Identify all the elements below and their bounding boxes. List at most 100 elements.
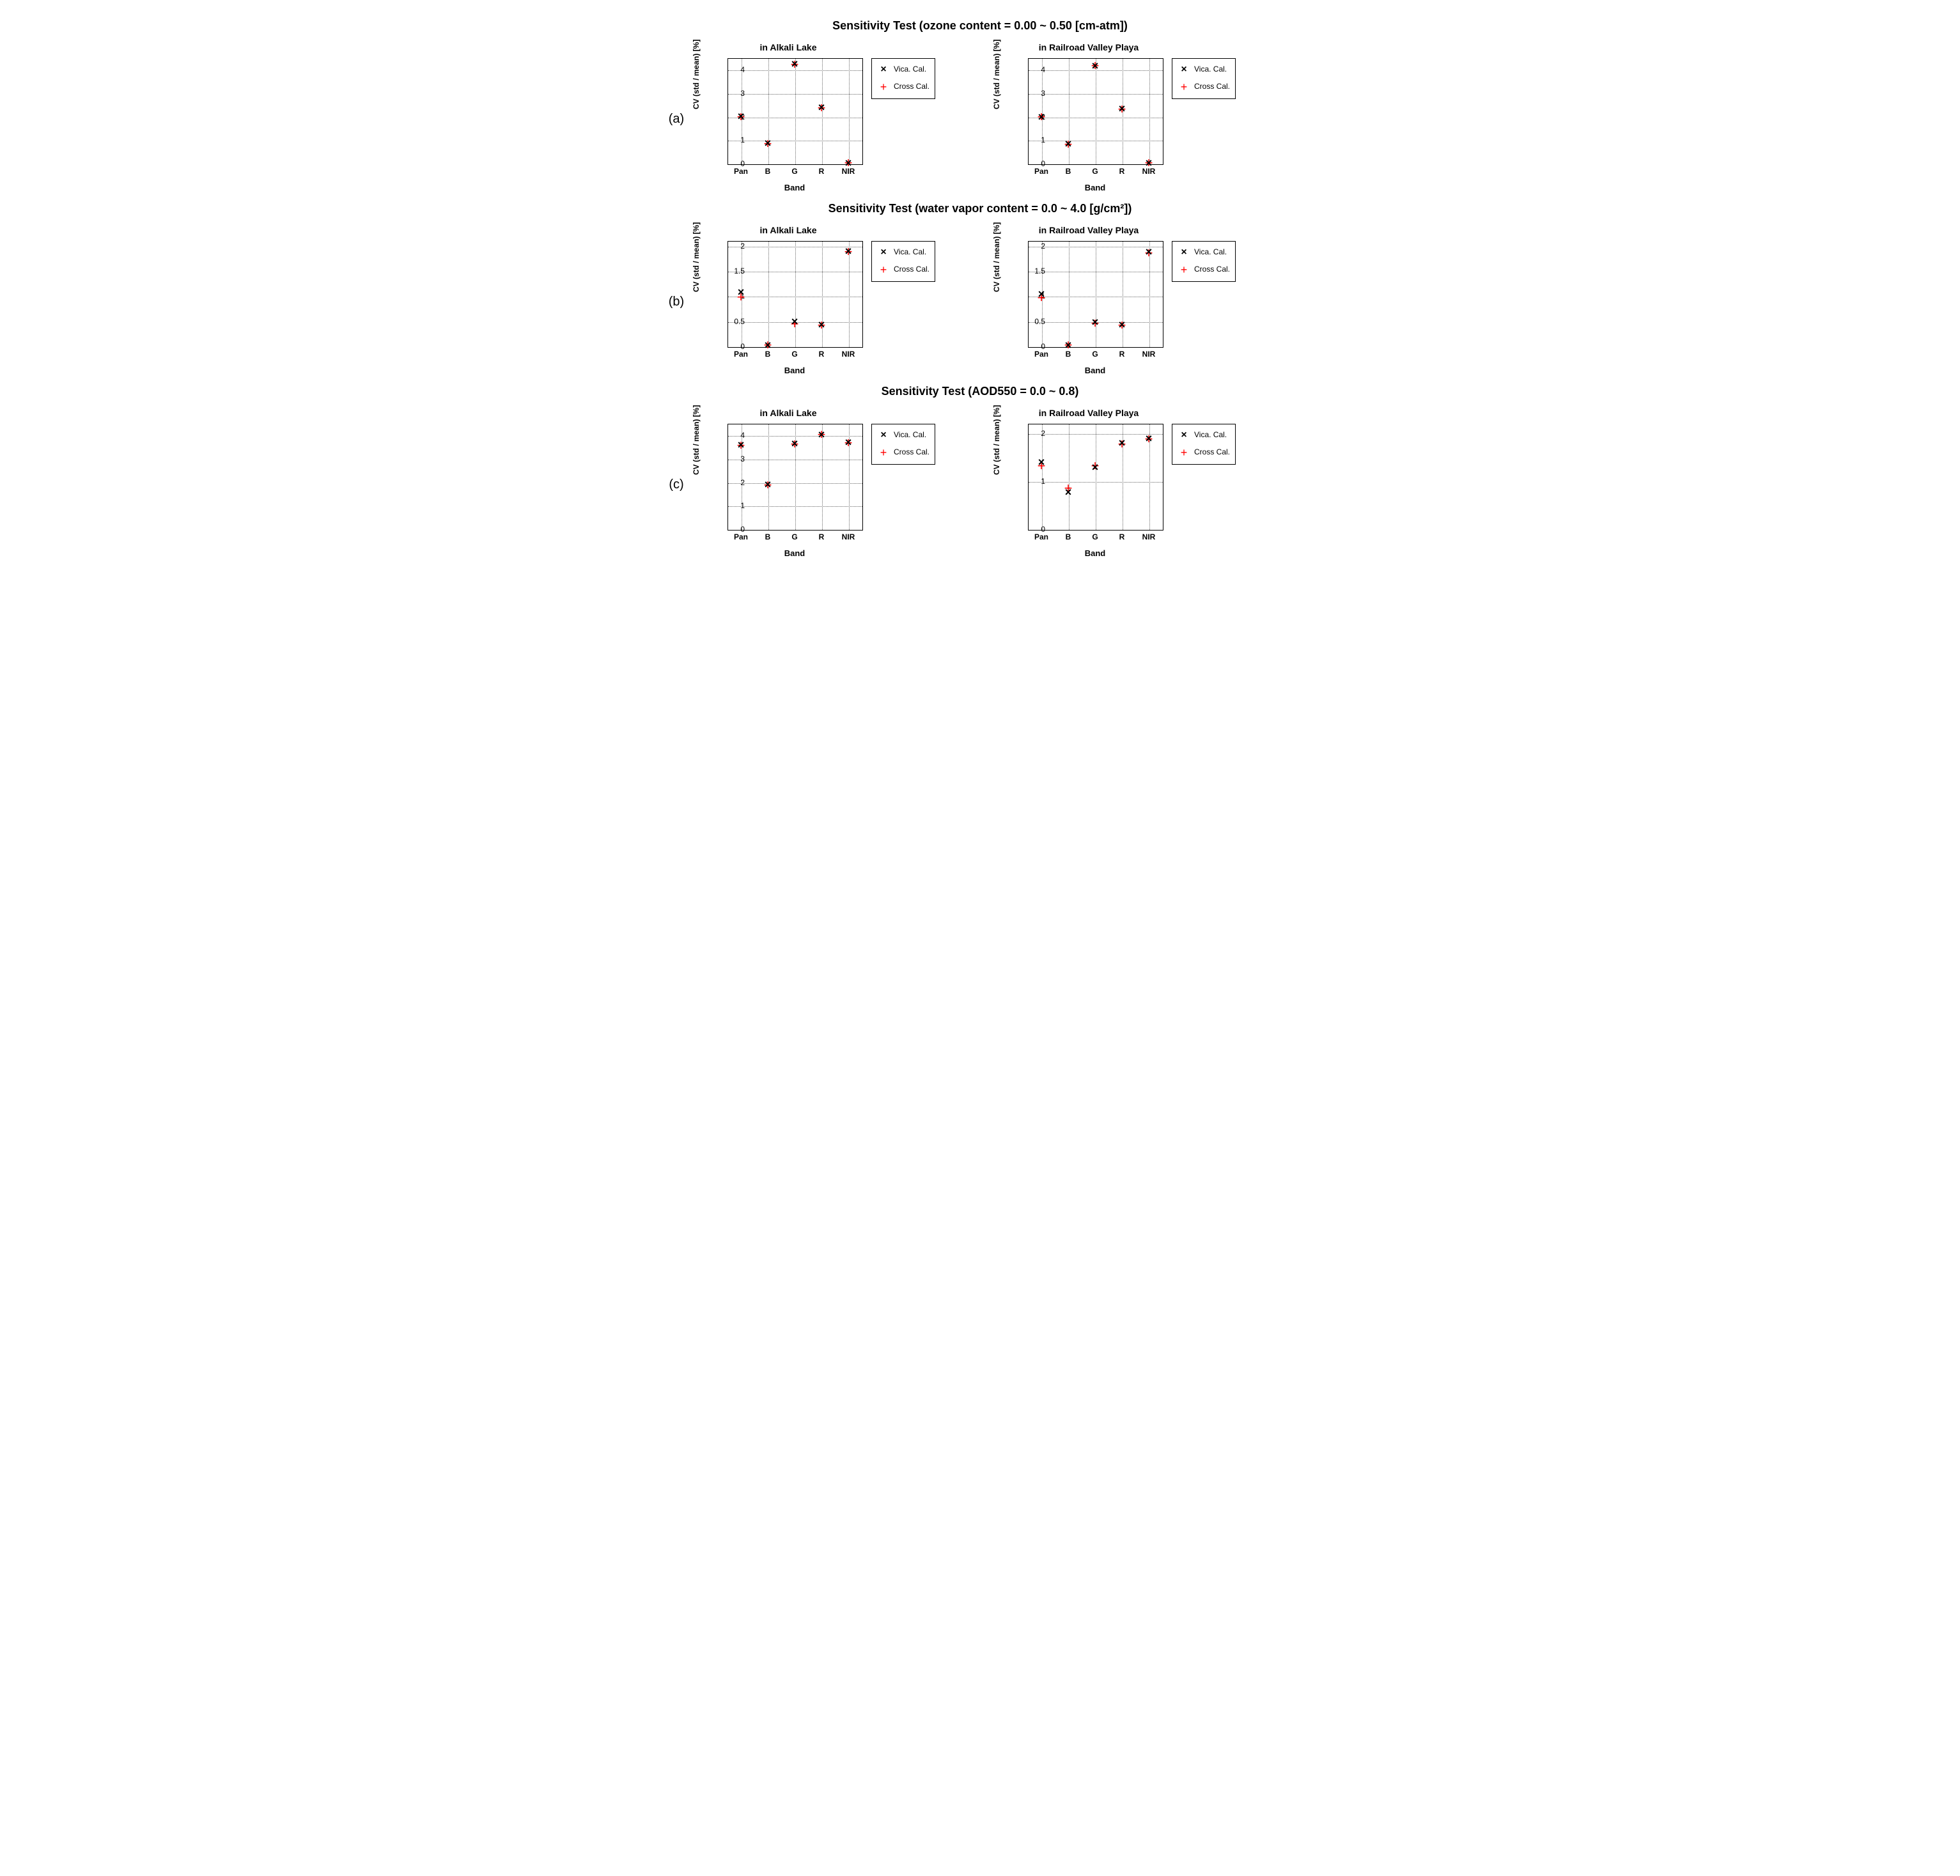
xtick-label: G [791,350,797,359]
ytick-label: 1 [726,291,745,300]
chart-panel: in Railroad Valley Playa012PanBGRNIR+×+×… [993,408,1185,561]
ytick-label: 1.5 [1026,267,1045,275]
xtick-label: R [1119,350,1125,359]
grid-line-v [768,59,769,164]
xlabel: Band [1028,183,1162,192]
legend-label-vica: Vica. Cal. [1194,429,1227,441]
ytick-label: 2 [1026,112,1045,121]
figure-root: Sensitivity Test (ozone content = 0.00 ~… [660,19,1300,561]
ytick-label: 2 [1026,429,1045,438]
xtick-label: G [791,167,797,176]
grid-line-v [795,59,796,164]
legend: × Vica. Cal. +Cross Cal. [871,241,935,282]
legend-label-vica: Vica. Cal. [894,429,926,441]
legend-sym-plus-icon: + [877,261,890,279]
ytick-label: 2 [1026,242,1045,251]
ytick-label: 1 [726,136,745,144]
legend-sym-plus-icon: + [877,444,890,462]
legend-row-cross: +Cross Cal. [1178,261,1230,279]
row-label: (b) [660,295,692,309]
legend-row-vica: × Vica. Cal. [1178,61,1230,78]
section-title: Sensitivity Test (ozone content = 0.00 ~… [660,19,1300,33]
xtick-label: NIR [842,167,855,176]
ytick-label: 1.5 [726,267,745,275]
xtick-label: G [1092,350,1098,359]
grid-line-v [795,424,796,530]
plot-area [727,58,863,165]
ytick-label: 4 [1026,65,1045,74]
legend-label-vica: Vica. Cal. [1194,63,1227,75]
legend-label-vica: Vica. Cal. [894,63,926,75]
xtick-label: R [819,532,825,541]
panel-title: in Railroad Valley Playa [993,408,1185,418]
ytick-label: 4 [726,431,745,440]
ylabel: CV (std / mean) [%] [992,405,1001,475]
legend-label-vica: Vica. Cal. [894,246,926,258]
ytick-label: 1 [726,501,745,510]
grid-line-v [849,59,850,164]
legend-row-vica: × Vica. Cal. [877,61,929,78]
ytick-label: 2 [726,112,745,121]
grid-line-v [1149,59,1150,164]
panel-title: in Alkali Lake [692,42,884,52]
xtick-label: NIR [1142,350,1156,359]
legend-row-cross: +Cross Cal. [877,261,929,279]
xtick-label: R [1119,532,1125,541]
legend-row-vica: × Vica. Cal. [877,244,929,261]
xlabel: Band [727,183,862,192]
legend: ×Vica. Cal.+Cross Cal. [1172,424,1236,465]
xtick-label: Pan [734,532,748,541]
panel-title: in Railroad Valley Playa [993,42,1185,52]
grid-line-v [1149,242,1150,347]
ytick-label: 3 [726,454,745,463]
xtick-label: R [1119,167,1125,176]
legend-sym-x-icon: × [877,61,890,78]
chart-panel: in Railroad Valley Playa00.511.52PanBGRN… [993,225,1185,378]
legend: ×Vica. Cal.+Cross Cal. [1172,241,1236,282]
ylabel: CV (std / mean) [%] [692,40,701,109]
legend-row-cross: +Cross Cal. [1178,444,1230,462]
legend-label-cross: Cross Cal. [1194,81,1230,93]
row-label: (c) [660,477,692,492]
plot-area [727,424,863,531]
legend-sym-x-icon: × [1178,61,1190,78]
ytick-label: 1 [1026,477,1045,486]
ytick-label: 0.5 [726,317,745,326]
legend-label-vica: Vica. Cal. [1194,246,1227,258]
legend-row-cross: + Cross Cal. [1178,78,1230,97]
ytick-label: 2 [726,478,745,487]
xtick-label: G [1092,167,1098,176]
grid-line-v [822,424,823,530]
xlabel: Band [727,548,862,558]
legend-row-cross: +Cross Cal. [877,78,929,97]
plot-area [1028,424,1163,531]
xlabel: Band [1028,548,1162,558]
legend-row-vica: × Vica. Cal. [877,427,929,444]
ylabel: CV (std / mean) [%] [692,405,701,475]
xtick-label: NIR [1142,167,1156,176]
chart-row: (a)in Alkali Lake01234PanBGRNIR+×+×+×+×+… [660,42,1300,196]
panel-title: in Alkali Lake [692,225,884,235]
section-title: Sensitivity Test (water vapor content = … [660,202,1300,215]
xtick-label: B [765,350,771,359]
xtick-label: Pan [1034,350,1048,359]
grid-line-v [768,424,769,530]
ytick-label: 3 [726,89,745,98]
legend-sym-plus-icon: + [877,78,890,97]
legend-sym-plus-icon: + [1178,261,1190,279]
xtick-label: Pan [1034,167,1048,176]
chart-panel: in Railroad Valley Playa01234PanBGRNIR+×… [993,42,1185,196]
panel-title: in Alkali Lake [692,408,884,418]
legend-row-cross: +Cross Cal. [877,444,929,462]
legend-sym-plus-icon: + [1178,78,1190,97]
legend-sym-x-icon: × [877,427,890,444]
legend-label-cross: Cross Cal. [1194,446,1230,458]
ylabel: CV (std / mean) [%] [692,222,701,292]
grid-line-v [822,59,823,164]
ytick-label: 4 [726,65,745,74]
xtick-label: G [791,532,797,541]
plot-area [727,241,863,348]
ylabel: CV (std / mean) [%] [992,222,1001,292]
xtick-label: B [1066,167,1071,176]
legend-sym-x-icon: × [877,244,890,261]
